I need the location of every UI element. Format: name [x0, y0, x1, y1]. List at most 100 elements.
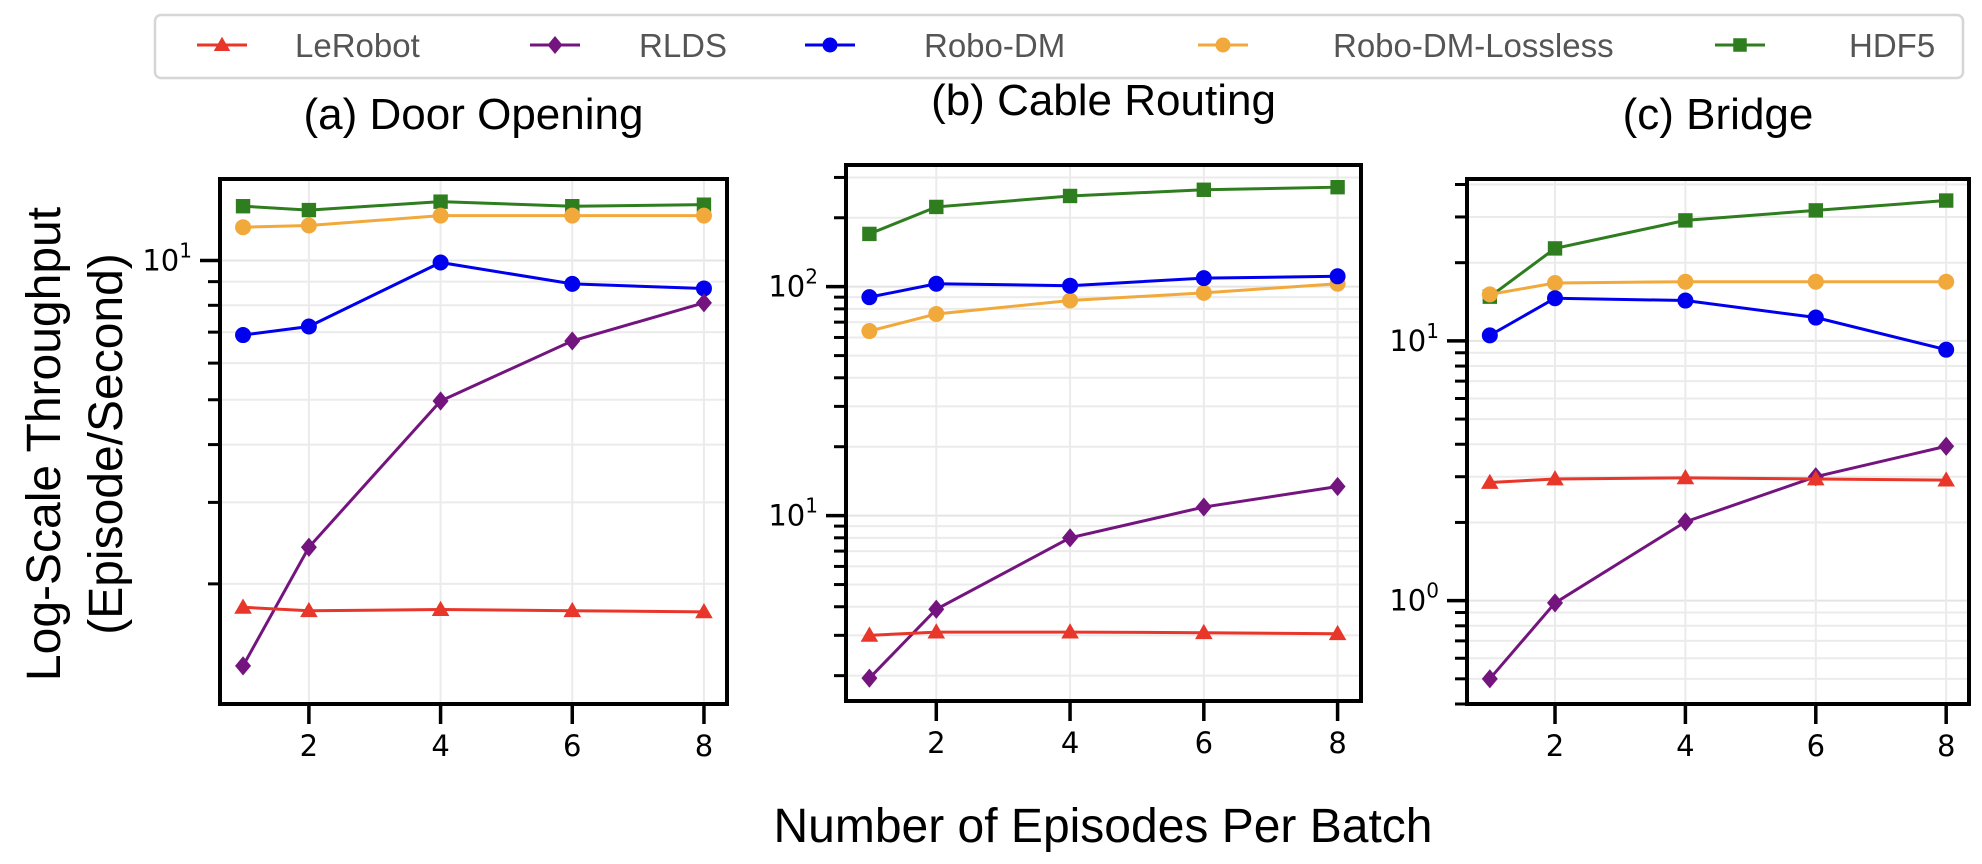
data-point-hdf5 — [235, 199, 251, 214]
data-point-hdf5 — [1678, 213, 1693, 228]
x-tick-label: 8 — [1328, 726, 1346, 760]
y-tick-label: 102 — [768, 265, 818, 304]
series-rlds — [235, 293, 712, 676]
series-lerobot — [1481, 469, 1955, 489]
x-tick-label: 4 — [1676, 729, 1694, 763]
data-point-hdf5 — [862, 226, 877, 242]
data-point-robo-dm — [861, 289, 878, 306]
legend-label: LeRobot — [295, 27, 420, 64]
data-point-robo-dm — [928, 275, 945, 292]
data-point-hdf5 — [696, 197, 712, 212]
data-point-robo-dm-lossless — [300, 217, 317, 234]
data-point-hdf5 — [301, 202, 317, 218]
data-point-robo-dm — [300, 318, 317, 335]
data-point-robo-dm-lossless — [432, 207, 449, 224]
data-point-robo-dm-lossless — [1062, 292, 1079, 309]
data-point-robo-dm — [695, 280, 712, 297]
panel-title: (c) Bridge — [1623, 90, 1814, 139]
data-point-robo-dm — [432, 254, 449, 271]
data-point-robo-dm — [1062, 277, 1079, 294]
legend-label: Robo-DM — [924, 27, 1065, 64]
data-point-hdf5 — [1062, 188, 1078, 204]
data-point-hdf5 — [1330, 179, 1345, 195]
data-point-rlds — [432, 391, 449, 411]
data-point-lerobot — [1195, 623, 1213, 640]
legend-item-lerobot: LeRobot — [197, 27, 420, 64]
data-point-robo-dm — [1807, 309, 1824, 326]
legend-item-hdf5: HDF5 — [1715, 27, 1935, 64]
data-point-lerobot — [927, 623, 946, 639]
data-point-lerobot — [860, 626, 879, 642]
legend: LeRobot RLDS Robo-DM Robo-DM-Lossless HDF5 — [153, 13, 1965, 80]
data-point-rlds — [1329, 476, 1346, 497]
data-point-lerobot — [1806, 470, 1825, 486]
legend-item-rlds: RLDS — [530, 27, 727, 64]
data-point-robo-dm-lossless — [861, 323, 878, 340]
data-point-robo-dm-lossless — [1195, 284, 1212, 301]
data-point-lerobot — [1546, 470, 1564, 486]
data-point-robo-dm-lossless — [928, 305, 945, 322]
x-tick-label: 2 — [300, 729, 318, 763]
data-point-lerobot — [1328, 624, 1347, 641]
series-robo-dm-lossless — [1481, 273, 1955, 303]
y-tick-label: 100 — [1389, 579, 1439, 618]
panel-title: (a) Door Opening — [304, 90, 644, 139]
data-point-robo-dm — [1938, 341, 1955, 358]
legend-marker-square — [1733, 38, 1747, 52]
data-point-rlds — [695, 293, 712, 313]
data-point-hdf5 — [1196, 182, 1212, 197]
data-point-robo-dm-lossless — [1547, 275, 1564, 292]
data-point-lerobot — [1061, 623, 1079, 639]
series-robo-dm — [861, 268, 1346, 306]
series-robo-dm-lossless — [235, 207, 712, 236]
y-axis-label-line2: (Episode/Second) — [80, 253, 133, 635]
legend-marker-triangle — [213, 36, 231, 51]
data-point-robo-dm-lossless — [1481, 286, 1498, 303]
axes-frame — [218, 177, 729, 706]
panel-b-cable-routing: (b) Cable Routing 101 102 2 4 6 8 — [768, 76, 1363, 760]
x-tick-label: 4 — [1061, 726, 1079, 760]
data-point-lerobot — [1481, 473, 1499, 489]
x-tick-label: 6 — [563, 729, 581, 763]
x-tick-label: 2 — [1546, 729, 1564, 763]
data-point-robo-dm — [1329, 268, 1346, 285]
series-hdf5 — [235, 194, 712, 218]
data-point-hdf5 — [433, 194, 448, 209]
panel-c-bridge: (c) Bridge 100 101 2 4 6 8 — [1389, 90, 1971, 763]
series-lerobot — [234, 598, 713, 619]
data-point-robo-dm — [1195, 270, 1212, 287]
x-tick-label: 2 — [927, 726, 945, 760]
data-point-rlds — [861, 668, 878, 688]
data-point-lerobot — [431, 600, 450, 616]
data-point-hdf5 — [929, 199, 944, 215]
data-point-robo-dm-lossless — [1807, 273, 1824, 290]
panel-a-door-opening: (a) Door Opening 101 2 4 6 8 — [142, 90, 729, 763]
legend-marker-circle — [1215, 37, 1231, 53]
series-robo-dm — [235, 254, 712, 344]
data-point-rlds — [1062, 528, 1079, 548]
data-point-lerobot — [234, 598, 252, 614]
series-line — [1489, 296, 1947, 352]
series-robo-dm — [1481, 290, 1955, 358]
x-tick-label: 4 — [431, 729, 449, 763]
y-axis-label-line1: Log-Scale Throughput — [18, 207, 71, 681]
x-tick-label: 6 — [1195, 726, 1213, 760]
y-tick-label: 101 — [768, 494, 818, 533]
data-point-robo-dm — [1677, 292, 1694, 309]
data-point-robo-dm — [235, 327, 252, 344]
legend-label: HDF5 — [1849, 27, 1935, 64]
data-point-lerobot — [300, 601, 318, 618]
data-point-rlds — [300, 537, 317, 557]
y-tick-label: 101 — [1389, 319, 1439, 358]
series-hdf5 — [862, 179, 1345, 242]
legend-label: RLDS — [639, 27, 727, 64]
legend-item-robo-dm-lossless: Robo-DM-Lossless — [1198, 27, 1614, 64]
data-point-hdf5 — [1547, 241, 1563, 256]
data-point-robo-dm-lossless — [564, 207, 581, 224]
data-point-hdf5 — [1808, 203, 1823, 218]
legend-item-robo-dm: Robo-DM — [805, 27, 1065, 64]
data-point-rlds — [235, 656, 252, 676]
x-axis-label: Number of Episodes Per Batch — [774, 800, 1433, 853]
data-point-robo-dm — [564, 275, 581, 292]
